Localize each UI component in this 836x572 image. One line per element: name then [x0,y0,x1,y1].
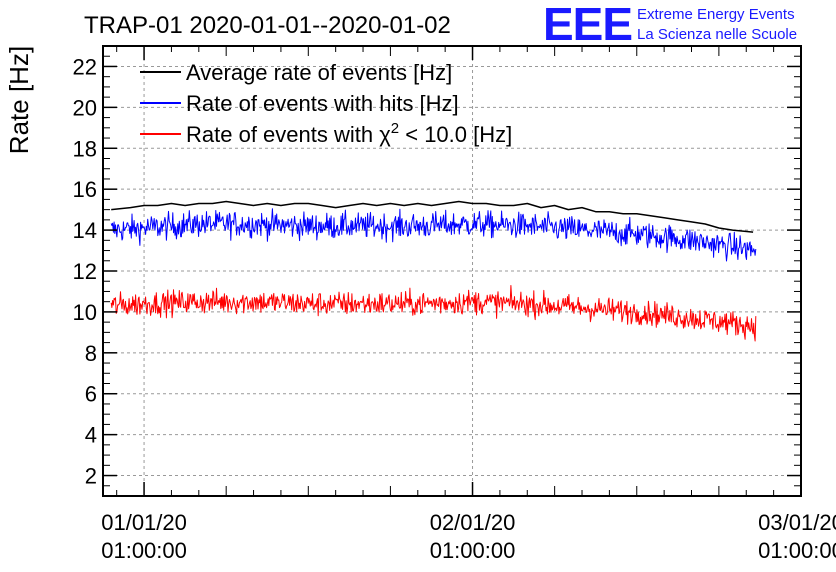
y-tick-label: 12 [73,259,97,284]
legend: Average rate of events [Hz] Rate of even… [140,60,512,147]
logo-line-1: Extreme Energy Events [637,6,795,23]
y-tick-labels: 2 4 6 8 10 12 14 16 18 20 22 [73,54,97,488]
legend-label-hits: Rate of events with hits [Hz] [186,91,459,116]
y-tick-label: 6 [85,382,97,407]
x-tick-date: 03/01/20 [758,510,836,535]
y-tick-label: 2 [85,464,97,489]
x-tick-labels: 01/01/20 01:00:00 02/01/20 01:00:00 03/01/20… [101,510,836,563]
eee-logo: EEE Extreme Energy Events La Scienza nel… [543,0,797,50]
y-tick-label: 14 [73,218,97,243]
y-tick-label: 20 [73,95,97,120]
y-tick-label: 10 [73,300,97,325]
x-tick-time: 01:00:00 [430,538,516,563]
y-tick-label: 16 [73,177,97,202]
x-tick-date: 02/01/20 [430,510,516,535]
x-tick-time: 01:00:00 [101,538,187,563]
x-tick-time: 01:00:00 [758,538,836,563]
legend-label-chi2: Rate of events with χ2 < 10.0 [Hz] [186,120,512,147]
axis-ticks [103,45,802,497]
logo-line-2: La Scienza nelle Scuole [637,26,797,43]
y-tick-label: 4 [85,423,97,448]
y-tick-label: 8 [85,341,97,366]
x-tick-date: 01/01/20 [101,510,187,535]
y-tick-label: 22 [73,54,97,79]
series-line-average [111,200,754,233]
y-tick-label: 18 [73,136,97,161]
series-layer [110,200,757,342]
y-axis-title: Rate [Hz] [4,46,34,154]
series-line-chi2 [110,285,757,342]
logo-mark: EEE [543,0,632,50]
chart-title: TRAP-01 2020-01-01--2020-01-02 [84,12,451,39]
legend-label-average: Average rate of events [Hz] [186,60,452,85]
series-line-hits [110,208,757,262]
